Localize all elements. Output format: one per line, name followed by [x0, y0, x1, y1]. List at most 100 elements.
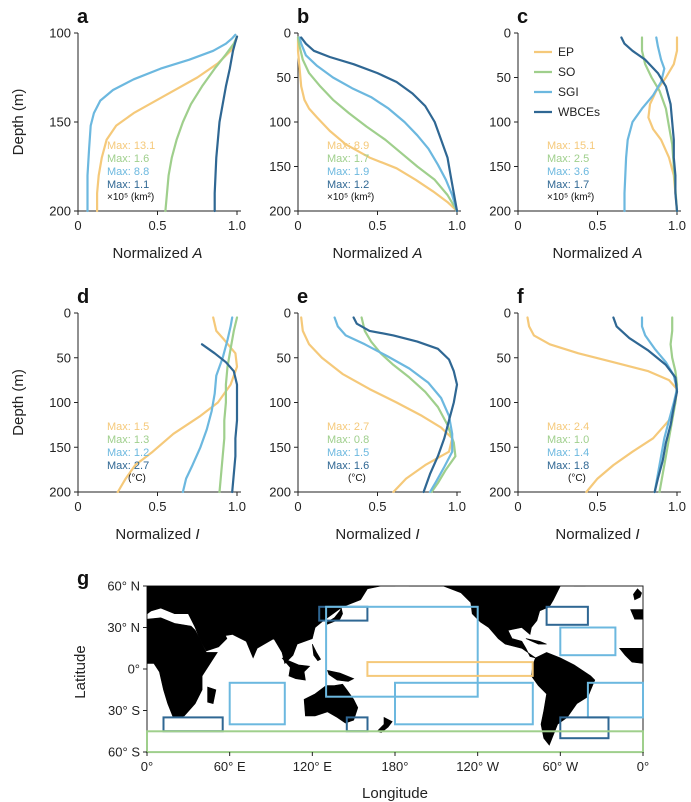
land-australia: [303, 683, 359, 724]
legend: EP SO SGI WBCEs: [534, 45, 600, 119]
series-line-ep: [526, 316, 679, 494]
y-tick-label: 100: [489, 115, 511, 130]
region-box-sgi: [228, 681, 286, 726]
x-tick-label: 1.0: [668, 499, 686, 514]
lon-tick-label: 120° W: [456, 759, 500, 774]
series-line-ep: [96, 35, 239, 213]
land-north-america: [408, 586, 561, 659]
x-tick-label: 0: [294, 218, 301, 233]
land-nz: [376, 716, 393, 733]
x-tick-label: 1.0: [228, 218, 246, 233]
unit-label: (°C): [128, 473, 146, 484]
lat-tick-label: 30° N: [107, 620, 140, 635]
y-tick-label: 150: [489, 159, 511, 174]
x-tick-label: 0.5: [368, 499, 386, 514]
max-label-so: Max: 2.5: [547, 153, 589, 165]
region-box-sgi: [559, 626, 617, 657]
max-label-wbces: Max: 2.7: [107, 460, 149, 472]
x-tick-label: 1.0: [448, 499, 466, 514]
max-label-sgi: Max: 1.9: [327, 166, 369, 178]
panel-label-g: g: [77, 568, 89, 590]
land-philippines: [312, 643, 322, 662]
series-line-ep: [296, 36, 459, 213]
max-label-wbces: Max: 1.6: [327, 460, 369, 472]
max-label-so: Max: 0.8: [327, 434, 369, 446]
panel-label-c: c: [517, 6, 528, 28]
x-tick-label: 0.5: [148, 499, 166, 514]
y-tick-label: 150: [49, 440, 71, 455]
max-label-ep: Max: 2.4: [547, 421, 589, 433]
land-west-africa-edge: [618, 647, 643, 664]
x-axis-label: Normalized I: [115, 526, 199, 543]
x-tick-label: 0: [514, 499, 521, 514]
land-madagascar: [207, 686, 217, 704]
y-tick-label: 50: [277, 70, 291, 85]
x-tick-label: 0: [74, 218, 81, 233]
region-box-sgi: [325, 605, 479, 698]
panel-label-f: f: [517, 286, 524, 308]
x-axis-label: Normalized I: [335, 526, 419, 543]
unit-label: ×10⁵ (km²): [107, 192, 154, 203]
series-line-so: [218, 316, 239, 494]
max-label-sgi: Max: 3.6: [547, 166, 589, 178]
x-tick-label: 0.5: [588, 218, 606, 233]
y-tick-label: 200: [49, 204, 71, 219]
legend-label-so: SO: [558, 65, 575, 79]
series-line-sgi: [86, 33, 237, 213]
x-tick-label: 0: [294, 499, 301, 514]
max-label-so: Max: 1.7: [327, 153, 369, 165]
lat-tick-label: 60° S: [108, 745, 140, 760]
max-label-so: Max: 1.3: [107, 434, 149, 446]
y-tick-label: 50: [497, 70, 511, 85]
x-axis-label: Normalized I: [555, 526, 639, 543]
max-label-wbces: Max: 1.8: [547, 460, 589, 472]
lon-tick-label: 0°: [141, 759, 153, 774]
series-line-sgi: [181, 316, 234, 494]
x-axis-label: Normalized A: [112, 245, 202, 262]
series-line-so: [164, 35, 239, 213]
y-tick-label: 150: [489, 440, 511, 455]
y-tick-label: 200: [269, 485, 291, 500]
max-label-so: Max: 1.0: [547, 434, 589, 446]
land-new-guinea: [327, 669, 355, 682]
map-x-axis-label: Longitude: [362, 785, 428, 802]
series-line-so: [296, 36, 459, 213]
max-label-sgi: Max: 1.4: [547, 447, 589, 459]
y-tick-label: 100: [269, 115, 291, 130]
series-line-sgi: [623, 36, 666, 213]
land-uk: [633, 588, 642, 601]
map-y-axis-label: Latitude: [72, 645, 89, 698]
x-tick-label: 1.0: [668, 218, 686, 233]
y-axis-label: Depth (m): [10, 369, 27, 436]
y-tick-label: 0: [504, 26, 511, 41]
land-greenland: [573, 586, 586, 587]
panel-label-e: e: [297, 286, 308, 308]
legend-label-wbces: WBCEs: [558, 105, 600, 119]
series-line-wbces: [620, 36, 679, 213]
unit-label: (°C): [348, 473, 366, 484]
land-europe-asia: [147, 586, 396, 665]
y-tick-label: 100: [49, 395, 71, 410]
map-ticks: 0° 60° E 120° E 180° 120° W 60° W 0° 60° N 30° N…: [107, 579, 649, 775]
y-tick-label: 50: [57, 350, 71, 365]
max-label-sgi: Max: 1.2: [107, 447, 149, 459]
y-tick-label: 100: [489, 395, 511, 410]
max-label-ep: Max: 15.1: [547, 140, 595, 152]
land-arabia: [194, 627, 228, 652]
lon-tick-label: 120° E: [293, 759, 333, 774]
y-tick-label: 0: [64, 306, 71, 321]
series-line-sgi: [333, 316, 454, 494]
max-label-ep: Max: 2.7: [327, 421, 369, 433]
series-line-wbces: [200, 343, 239, 494]
lat-tick-label: 60° N: [107, 579, 140, 594]
x-tick-label: 1.0: [228, 499, 246, 514]
x-tick-label: 0: [514, 218, 521, 233]
max-label-so: Max: 1.6: [107, 153, 149, 165]
series-line-ep: [116, 316, 239, 494]
